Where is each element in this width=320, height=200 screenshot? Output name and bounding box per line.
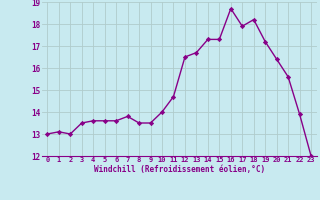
X-axis label: Windchill (Refroidissement éolien,°C): Windchill (Refroidissement éolien,°C)	[94, 165, 265, 174]
